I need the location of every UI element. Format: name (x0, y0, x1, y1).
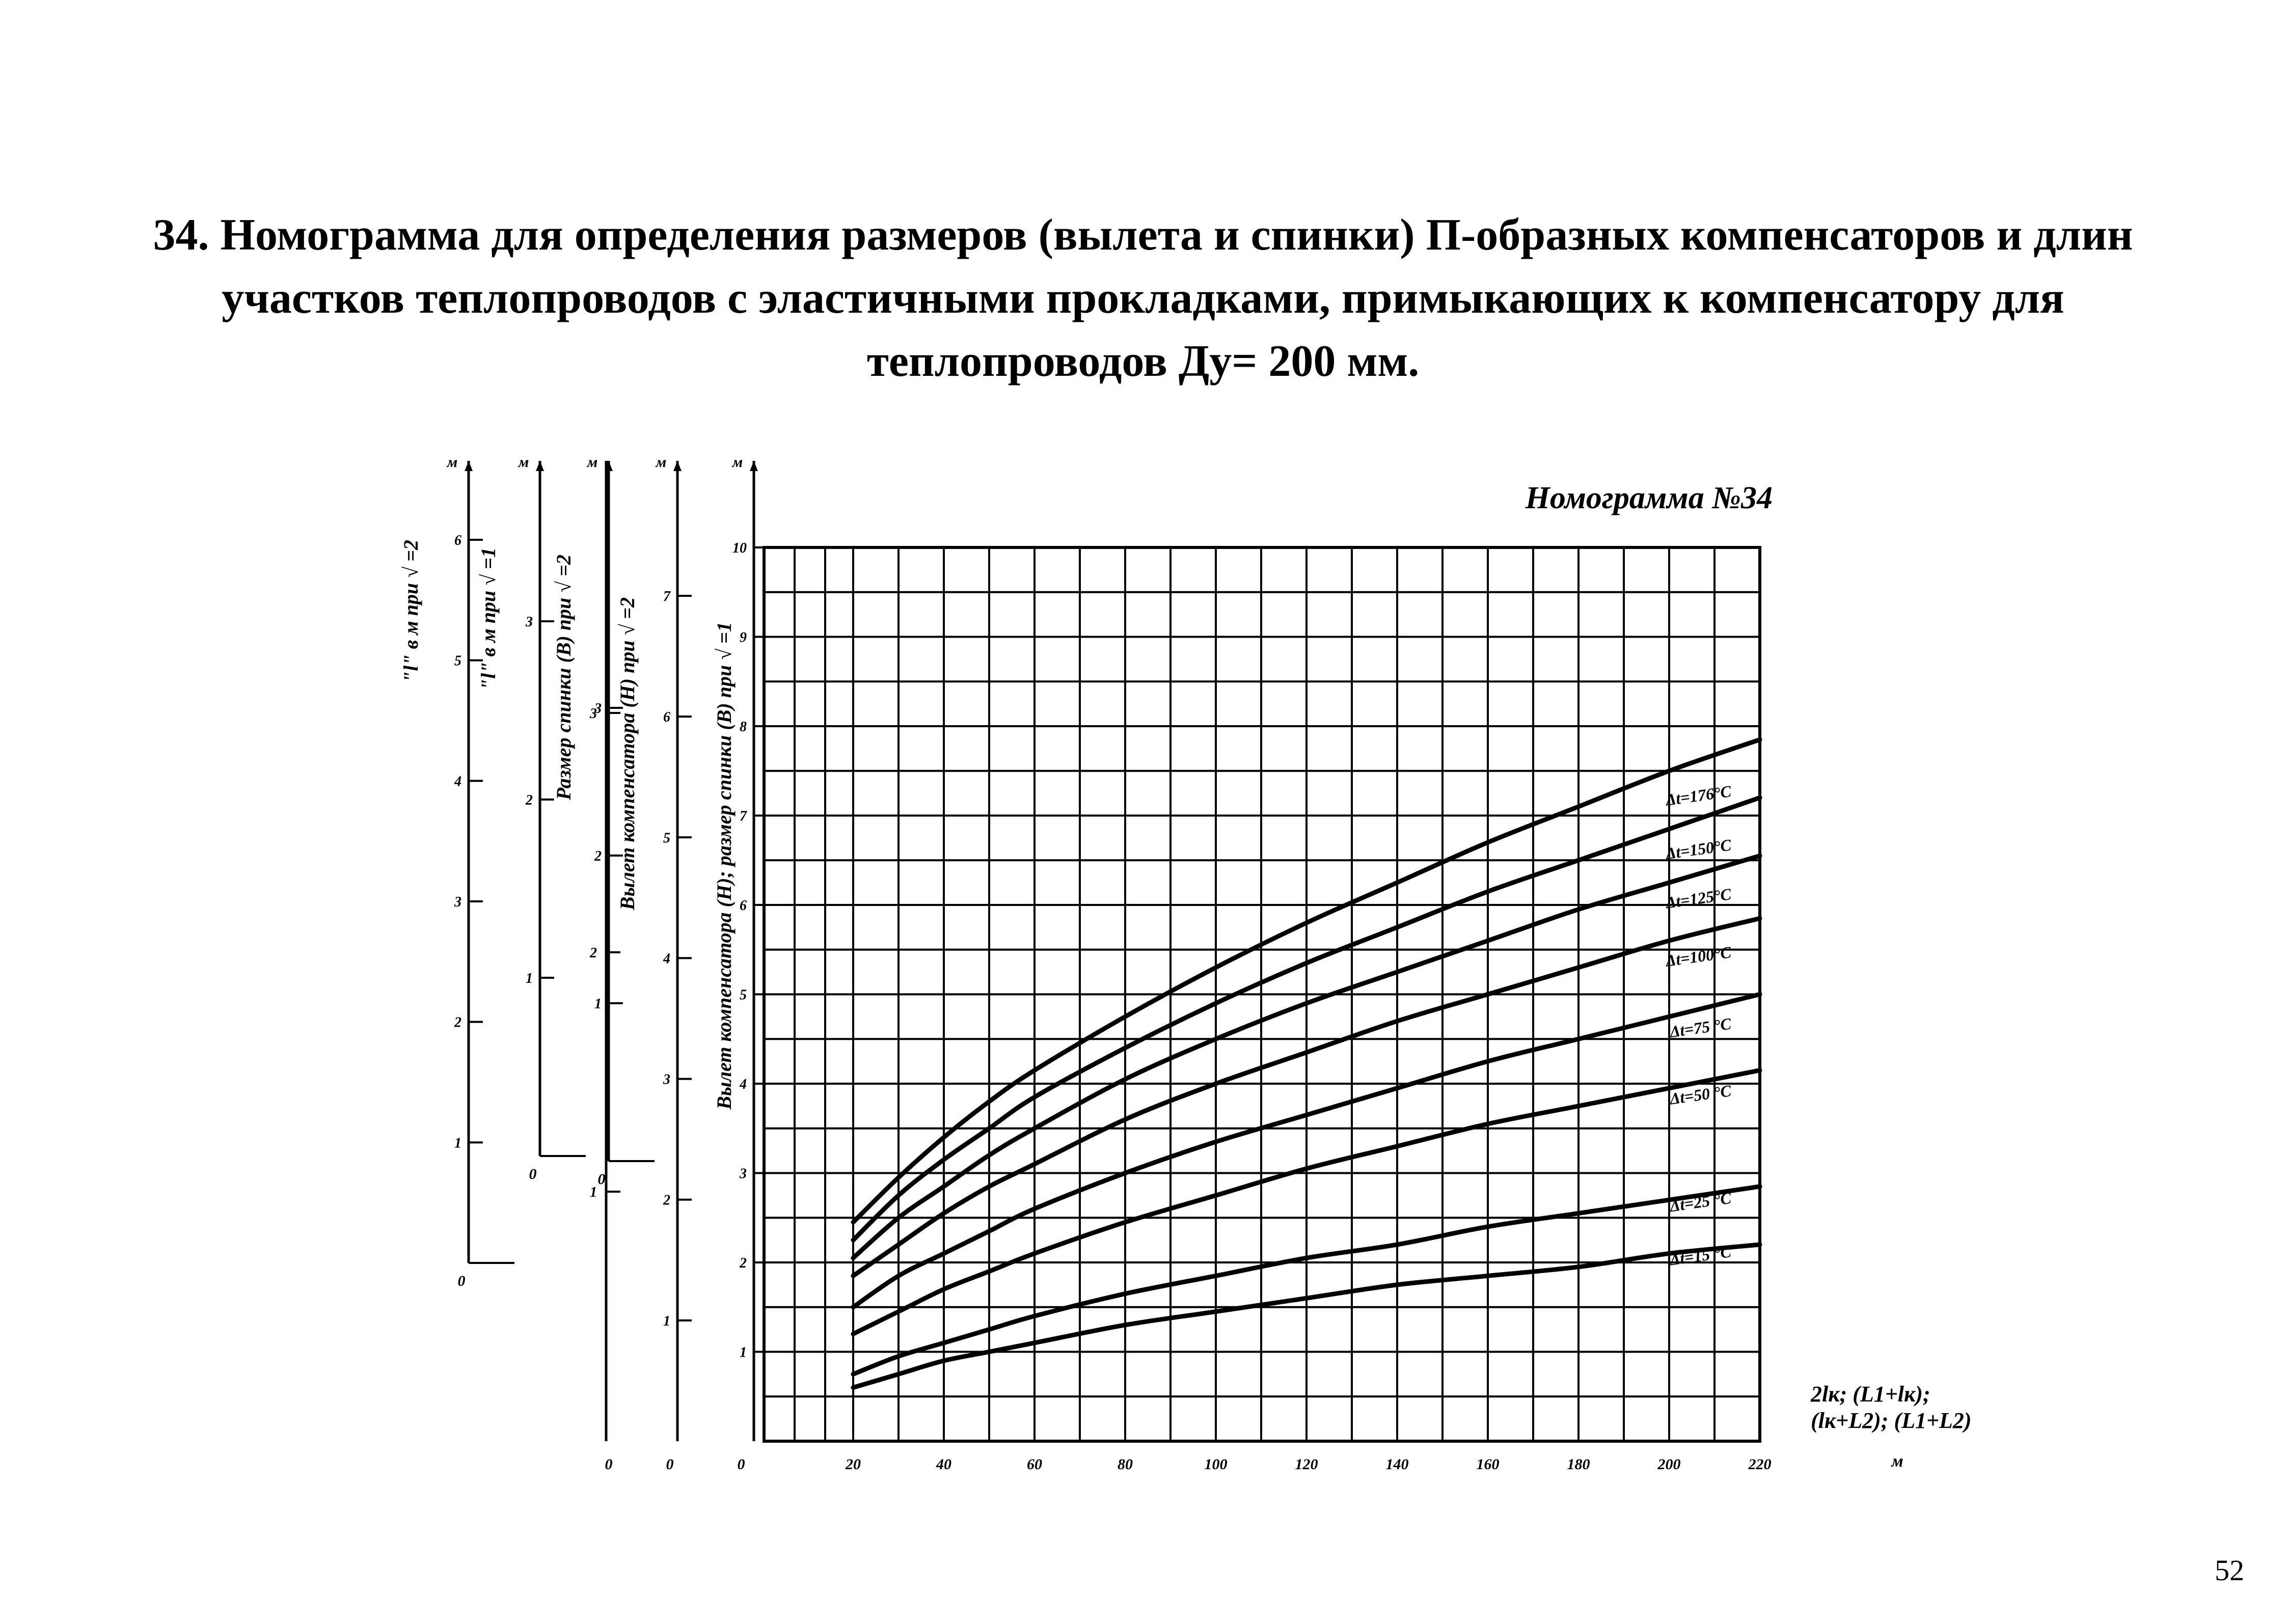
scale-arrow-s5 (750, 461, 758, 471)
scale-tick-label-s5: 6 (740, 898, 747, 914)
series-line-0 (851, 737, 1762, 1225)
x-unit-label: м (1890, 1452, 1903, 1471)
scale-tick-label-s5: 8 (740, 719, 747, 735)
x-tick-label: 80 (1118, 1456, 1133, 1473)
scale-tick-label-s5: 2 (739, 1255, 747, 1271)
scale-tick-label-s2: 2 (525, 792, 533, 808)
x-tick-label: 160 (1477, 1456, 1500, 1473)
scale-tick-label-s1: 6 (454, 533, 461, 548)
scale-tick-label-s4: 2 (663, 1193, 670, 1208)
scale-label-s4: Вылет компенсатора (H) при √ =2 (616, 597, 639, 911)
x-axis-label: 2lк; (L1+lк); (1810, 1382, 1930, 1407)
scale-tick-label-connector: 3 (589, 706, 597, 722)
chart-grid (763, 546, 1761, 1443)
series-line-4 (851, 992, 1762, 1310)
x-tick-label: 140 (1386, 1456, 1409, 1473)
series-line-3 (851, 916, 1762, 1278)
scale-tick-label-s5: 1 (740, 1345, 747, 1361)
page-title: 34. Номограмма для определения размеров … (0, 204, 2286, 393)
scale-tick-label-s5: 10 (732, 540, 747, 556)
x-axis-label: (lк+L2); (L1+L2) (1811, 1408, 1972, 1433)
scale-tick-label-connector: 1 (590, 1185, 597, 1200)
scale-tick-label-s4: 7 (663, 589, 671, 604)
scale-tick-label-connector: 2 (589, 945, 597, 961)
scale-label-s3: Размер спинки (B) при √ =2 (552, 555, 575, 801)
scale-zero-label-s4: 0 (666, 1456, 674, 1473)
scale-tick-label-s1: 2 (454, 1015, 461, 1031)
scale-tick-label-s4: 3 (663, 1072, 670, 1088)
title-line-2: участков теплопроводов с эластичными про… (222, 273, 2064, 323)
scale-tick-label-s3: 1 (594, 996, 602, 1012)
scale-zero-label-s2: 0 (529, 1166, 537, 1182)
chart-title: Номограмма №34 (1525, 481, 1773, 515)
series-line-1 (851, 795, 1762, 1243)
series-line-5 (851, 1068, 1762, 1336)
scale-unit-s1: м (446, 454, 458, 471)
scale-tick-label-s5: 4 (739, 1077, 747, 1092)
series-label: Δt=15 °C (1668, 1242, 1733, 1269)
x-tick-label: 60 (1027, 1456, 1042, 1473)
scale-tick-label-s4: 4 (663, 951, 670, 967)
scale-tick-label-s1: 3 (454, 894, 461, 910)
scale-label-s1: "l" в м при √ =2 (399, 540, 422, 682)
series-label: Δt=75 °C (1668, 1014, 1733, 1041)
series-line-2 (851, 853, 1762, 1260)
scale-arrow-s4 (673, 461, 682, 471)
scale-tick-label-s1: 5 (454, 653, 461, 669)
x-tick-label: 180 (1567, 1456, 1590, 1473)
series-label: Δt=176°C (1664, 782, 1733, 809)
scale-arrow-s2 (536, 461, 544, 471)
scale-zero-label-connector: 0 (605, 1456, 613, 1473)
x-tick-label: 20 (845, 1456, 861, 1473)
scale-tick-label-s4: 1 (663, 1313, 670, 1329)
scale-tick-label-s1: 4 (454, 774, 461, 789)
scale-unit-s5: м (731, 454, 743, 471)
page-number: 52 (2215, 1554, 2244, 1587)
chart-labels: 20 40 60 80 100 120 140 160 180 200 220 м 2lк; (L1+l… (845, 481, 1972, 1473)
scale-unit-s4: м (655, 454, 667, 471)
scale-label-s5: Вылет компенсатора (H); размер спинки (B… (713, 622, 736, 1110)
series-label: Δt=100°C (1664, 943, 1733, 970)
x-tick-label: 100 (1205, 1456, 1228, 1473)
scale-tick-label-s4: 6 (663, 709, 670, 725)
scale-tick-label-s2: 3 (525, 614, 533, 630)
chart-curves (851, 737, 1762, 1390)
series-line-7 (851, 1242, 1762, 1390)
series-label: Δt=25 °C (1668, 1189, 1733, 1216)
scale-tick-label-s5: 3 (739, 1166, 747, 1182)
title-line-1: 34. Номограмма для определения размеров … (153, 210, 2133, 260)
scale-unit-s2: м (518, 454, 529, 471)
series-label: Δt=150°C (1664, 835, 1733, 863)
scale-arrow-s1 (465, 461, 473, 471)
x-tick-label: 220 (1748, 1456, 1772, 1473)
scale-tick-label-s5: 7 (740, 809, 747, 824)
scale-tick-label-s4: 5 (663, 830, 670, 846)
scale-tick-label-s3: 3 (594, 701, 602, 717)
scale-zero-label-s5: 0 (738, 1456, 745, 1473)
scale-tick-label-s1: 1 (454, 1135, 461, 1151)
scale-tick-label-s5: 5 (740, 987, 747, 1003)
series-line-6 (851, 1184, 1762, 1377)
scale-tick-label-s2: 1 (526, 971, 533, 986)
scale-zero-label-s1: 0 (458, 1273, 466, 1289)
scale-unit-s3: м (586, 454, 598, 471)
scale-zero-label-s3: 0 (598, 1171, 606, 1188)
scale-label-s2: "l" в м при √ =1 (477, 547, 500, 690)
x-tick-label: 120 (1295, 1456, 1318, 1473)
scale-tick-label-s5: 9 (740, 630, 747, 646)
x-tick-label: 40 (936, 1456, 951, 1473)
title-line-3: теплопроводов Ду= 200 мм. (866, 337, 1420, 386)
scale-tick-label-s3: 2 (594, 848, 602, 864)
x-tick-label: 200 (1657, 1456, 1681, 1473)
series-label: Δt=125°C (1664, 885, 1733, 912)
